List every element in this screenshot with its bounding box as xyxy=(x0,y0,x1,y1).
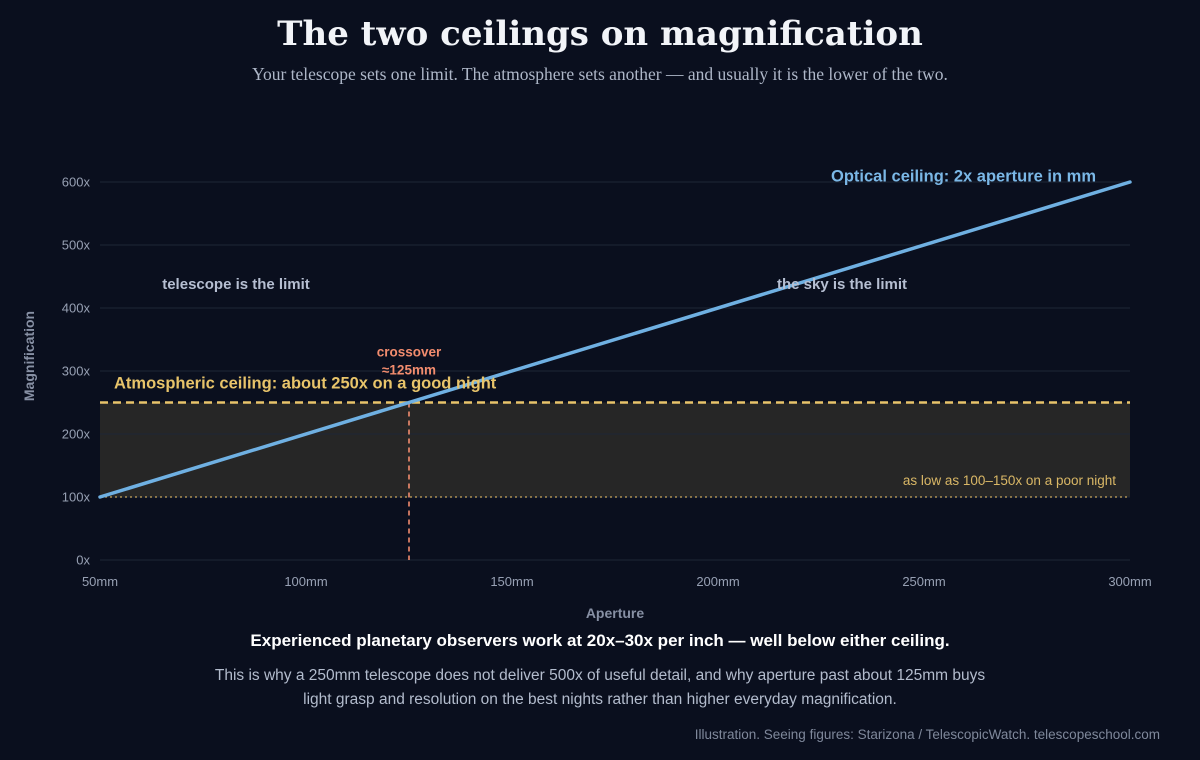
y-tick-label: 500x xyxy=(62,238,91,253)
chart-title: The two ceilings on magnification xyxy=(277,14,923,54)
region-label-sky-limit: the sky is the limit xyxy=(777,276,907,293)
x-axis-label: Aperture xyxy=(586,605,645,621)
y-tick-label: 0x xyxy=(76,553,90,568)
crossover-label: crossover xyxy=(377,345,442,360)
region-label-telescope-limit: telescope is the limit xyxy=(162,276,310,293)
optical-ceiling-line xyxy=(98,180,1132,499)
chart-subtitle: Your telescope sets one limit. The atmos… xyxy=(252,64,948,84)
optical-ceiling-label: Optical ceiling: 2x aperture in mm xyxy=(831,168,1096,186)
x-tick-label: 150mm xyxy=(490,574,533,589)
source-credit: Illustration. Seeing figures: Starizona … xyxy=(694,727,1160,742)
y-axis-label: Magnification xyxy=(21,311,37,401)
poor-night-label: as low as 100–150x on a poor night xyxy=(903,473,1116,488)
y-tick-label: 300x xyxy=(62,364,91,379)
x-tick-label: 300mm xyxy=(1108,574,1151,589)
y-tick-label: 600x xyxy=(62,175,91,190)
y-tick-label: 200x xyxy=(62,427,91,442)
y-tick-label: 100x xyxy=(62,490,91,505)
x-tick-label: 50mm xyxy=(82,574,118,589)
x-tick-label: 200mm xyxy=(696,574,739,589)
atmospheric-ceiling-label: Atmospheric ceiling: about 250x on a goo… xyxy=(114,375,497,393)
seeing-band xyxy=(100,402,1130,497)
crossover-value-label: ≈125mm xyxy=(382,363,436,378)
magnification-chart: 0x 100x 200x 300x 400x 500x 600x 50mm 100mm 150mm… xyxy=(21,168,1152,622)
x-tick-label: 100mm xyxy=(284,574,327,589)
y-tick-label: 400x xyxy=(62,301,91,316)
x-tick-label: 250mm xyxy=(902,574,945,589)
explanation-note: This is why a 250mm telescope does not d… xyxy=(214,667,986,708)
observer-note: Experienced planetary observers work at … xyxy=(250,631,950,650)
